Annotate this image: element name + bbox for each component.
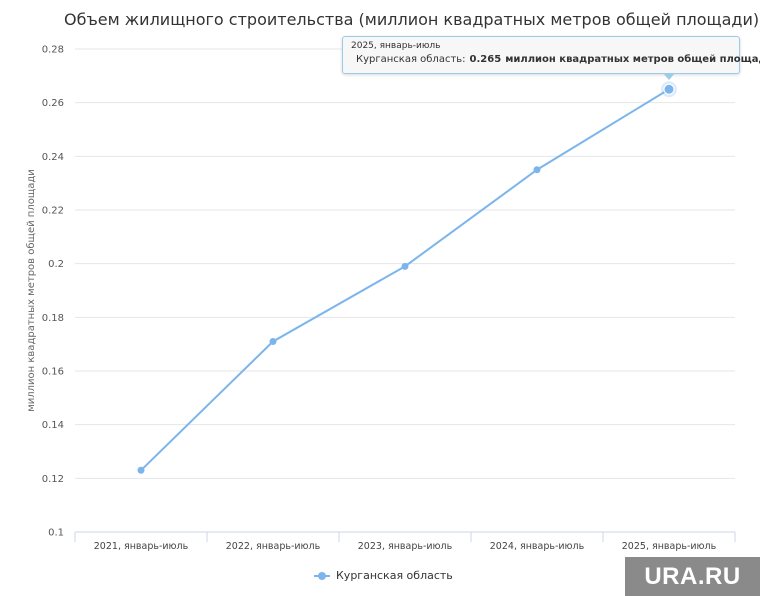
y-tick-label: 0.28 bbox=[42, 45, 64, 56]
y-tick-label: 0.1 bbox=[48, 528, 64, 539]
y-tick-label: 0.12 bbox=[42, 474, 64, 485]
x-tick-label: 2024, январь-июль bbox=[490, 541, 585, 552]
data-point[interactable] bbox=[663, 83, 675, 95]
y-axis-label: миллион квадратных метров общей площади bbox=[26, 169, 37, 412]
y-tick-label: 0.24 bbox=[42, 152, 64, 163]
watermark-logo: URA.RU bbox=[625, 557, 760, 596]
x-tick-label: 2021, январь-июль bbox=[94, 541, 189, 552]
data-point[interactable] bbox=[269, 337, 277, 345]
x-axis-ticks: 2021, январь-июль 2022, январь-июль 2023, … bbox=[94, 541, 717, 552]
y-axis-ticks: 0.1 0.12 0.14 0.16 0.18 0.2 0.22 0.24 0.26 0.28 bbox=[42, 45, 64, 539]
y-tick-label: 0.14 bbox=[42, 420, 64, 431]
x-tick-label: 2022, январь-июль bbox=[226, 541, 321, 552]
x-tick-label: 2023, январь-июль bbox=[358, 541, 453, 552]
tooltip-unit: миллион квадратных метров общей площади bbox=[505, 54, 760, 65]
tooltip-caret bbox=[663, 73, 675, 80]
data-point[interactable] bbox=[401, 262, 409, 270]
y-tick-label: 0.26 bbox=[42, 98, 64, 109]
series-kurgan bbox=[137, 81, 677, 474]
data-point[interactable] bbox=[137, 466, 145, 474]
tooltip-value: 0.265 bbox=[469, 54, 502, 65]
series-line bbox=[140, 88, 670, 471]
y-tick-label: 0.22 bbox=[42, 206, 64, 217]
legend-marker bbox=[314, 571, 330, 580]
tooltip-row: Курганская область: 0.265 миллион квадра… bbox=[351, 54, 760, 65]
grid-lines bbox=[75, 48, 735, 533]
tooltip: 2025, январь-июль Курганская область: 0.… bbox=[342, 36, 760, 74]
x-tick-label: 2025, январь-июль bbox=[622, 541, 717, 552]
legend-label: Курганская область bbox=[336, 569, 453, 582]
chart-title: Объем жилищного строительства (миллион к… bbox=[64, 10, 760, 29]
data-point[interactable] bbox=[533, 166, 541, 174]
y-tick-label: 0.2 bbox=[48, 259, 64, 270]
y-tick-label: 0.16 bbox=[42, 367, 64, 378]
tooltip-series-name: Курганская область: bbox=[356, 54, 466, 65]
y-tick-label: 0.18 bbox=[42, 313, 64, 324]
legend-item-kurgan[interactable]: Курганская область bbox=[314, 569, 453, 582]
legend-dot bbox=[318, 571, 326, 580]
tooltip-header: 2025, январь-июль bbox=[351, 41, 441, 51]
x-axis bbox=[74, 531, 736, 542]
